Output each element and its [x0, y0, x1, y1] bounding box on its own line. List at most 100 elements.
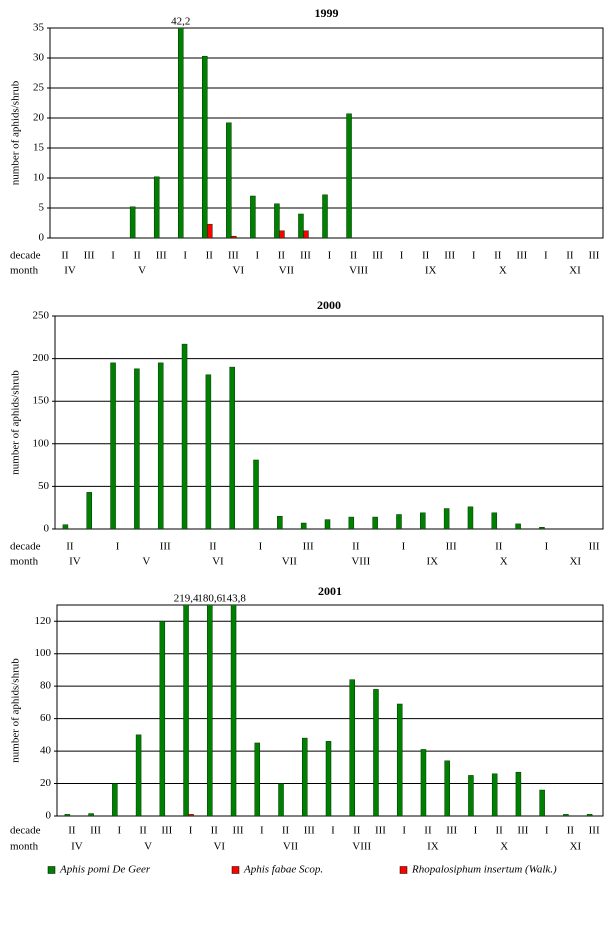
bar [157, 362, 164, 529]
bar [444, 760, 450, 816]
x-tick-label: I [545, 541, 549, 553]
bar [274, 203, 280, 238]
x-tick-label: II [66, 541, 74, 553]
month-label: VII [283, 841, 299, 853]
x-tick-label: II [282, 825, 290, 837]
x-tick-label: II [494, 250, 502, 262]
y-tick-label: 200 [33, 352, 50, 364]
bar [202, 55, 208, 238]
y-tick-label: 250 [33, 310, 50, 322]
x-tick-label: I [544, 250, 548, 262]
y-tick-label: 60 [40, 712, 52, 724]
x-tick-label: I [331, 825, 335, 837]
bar [303, 230, 309, 238]
bar [112, 783, 118, 816]
x-tick-label: III [375, 825, 386, 837]
bar [302, 737, 308, 816]
bars [129, 28, 352, 238]
value-label: 42,2 [171, 16, 190, 28]
x-tick-label: III [446, 541, 457, 553]
bar [373, 689, 379, 816]
value-label: 180,6 [197, 593, 222, 605]
x-tick-label: II [566, 250, 574, 262]
month-label: VII [279, 265, 295, 277]
x-tick-label: III [516, 250, 527, 262]
bar [563, 814, 569, 816]
month-label: XI [570, 841, 582, 853]
x-tick-label: I [183, 250, 187, 262]
y-tick-label: 15 [33, 142, 45, 154]
bar [110, 362, 116, 529]
y-tick-label: 35 [33, 22, 45, 34]
bar [298, 213, 304, 238]
row-label: month [10, 841, 39, 853]
bar [226, 122, 232, 238]
x-tick-label: II [495, 541, 503, 553]
month-label: XI [569, 265, 581, 277]
x-tick-label: III [156, 250, 167, 262]
y-axis-label: number of aphids/shrub [10, 658, 22, 763]
y-axis-label: number of aphids/shrub [10, 370, 22, 475]
x-tick-label: II [206, 250, 214, 262]
month-label: X [500, 841, 508, 853]
y-tick-label: 0 [39, 232, 45, 244]
row-label: decade [10, 541, 41, 553]
bar [153, 176, 160, 238]
month-label: V [138, 265, 146, 277]
bar [129, 206, 136, 238]
x-tick-label: III [589, 541, 600, 553]
x-tick-label: I [402, 541, 406, 553]
y-tick-label: 20 [33, 112, 45, 124]
x-tick-label: I [189, 825, 193, 837]
bar [491, 512, 498, 529]
row-label: month [10, 265, 39, 277]
x-tick-label: I [116, 541, 120, 553]
y-tick-label: 25 [33, 82, 45, 94]
x-tick-label: I [472, 250, 476, 262]
x-tick-label: I [400, 250, 404, 262]
y-tick-label: 0 [44, 523, 50, 535]
bar [372, 516, 378, 529]
x-tick-label: III [228, 250, 239, 262]
month-label: VI [233, 265, 245, 277]
x-tick-label: III [372, 250, 383, 262]
bar [396, 703, 403, 816]
bar [300, 522, 307, 529]
legend-swatch [399, 866, 408, 874]
month-label: VI [213, 841, 225, 853]
chart-title: 2000 [317, 298, 341, 312]
x-tick-label: II [567, 825, 575, 837]
x-tick-label: II [68, 825, 76, 837]
bar [539, 527, 545, 529]
month-label: IV [69, 556, 81, 568]
x-tick-label: III [160, 541, 171, 553]
bar [420, 749, 427, 816]
bar [396, 514, 402, 529]
bar [134, 368, 140, 529]
x-tick-label: III [90, 825, 101, 837]
month-label: XI [569, 556, 581, 568]
bar [250, 195, 256, 238]
bar [181, 343, 188, 529]
x-tick-label: I [256, 250, 260, 262]
y-tick-label: 100 [35, 647, 52, 659]
bar [539, 789, 545, 816]
bar [325, 741, 332, 816]
x-tick-label: II [496, 825, 504, 837]
bar [62, 524, 69, 529]
bar [467, 506, 474, 529]
x-tick-label: II [61, 250, 69, 262]
x-tick-label: III [303, 541, 314, 553]
month-label: IX [426, 556, 438, 568]
x-tick-label: II [211, 825, 219, 837]
x-tick-label: III [300, 250, 311, 262]
y-tick-label: 50 [38, 480, 50, 492]
bar [515, 523, 521, 529]
x-tick-label: I [545, 825, 549, 837]
bar [279, 230, 285, 238]
x-tick-label: II [133, 250, 141, 262]
bar [183, 605, 189, 816]
bar [253, 459, 259, 529]
x-tick-label: I [328, 250, 332, 262]
x-tick-label: III [161, 825, 172, 837]
